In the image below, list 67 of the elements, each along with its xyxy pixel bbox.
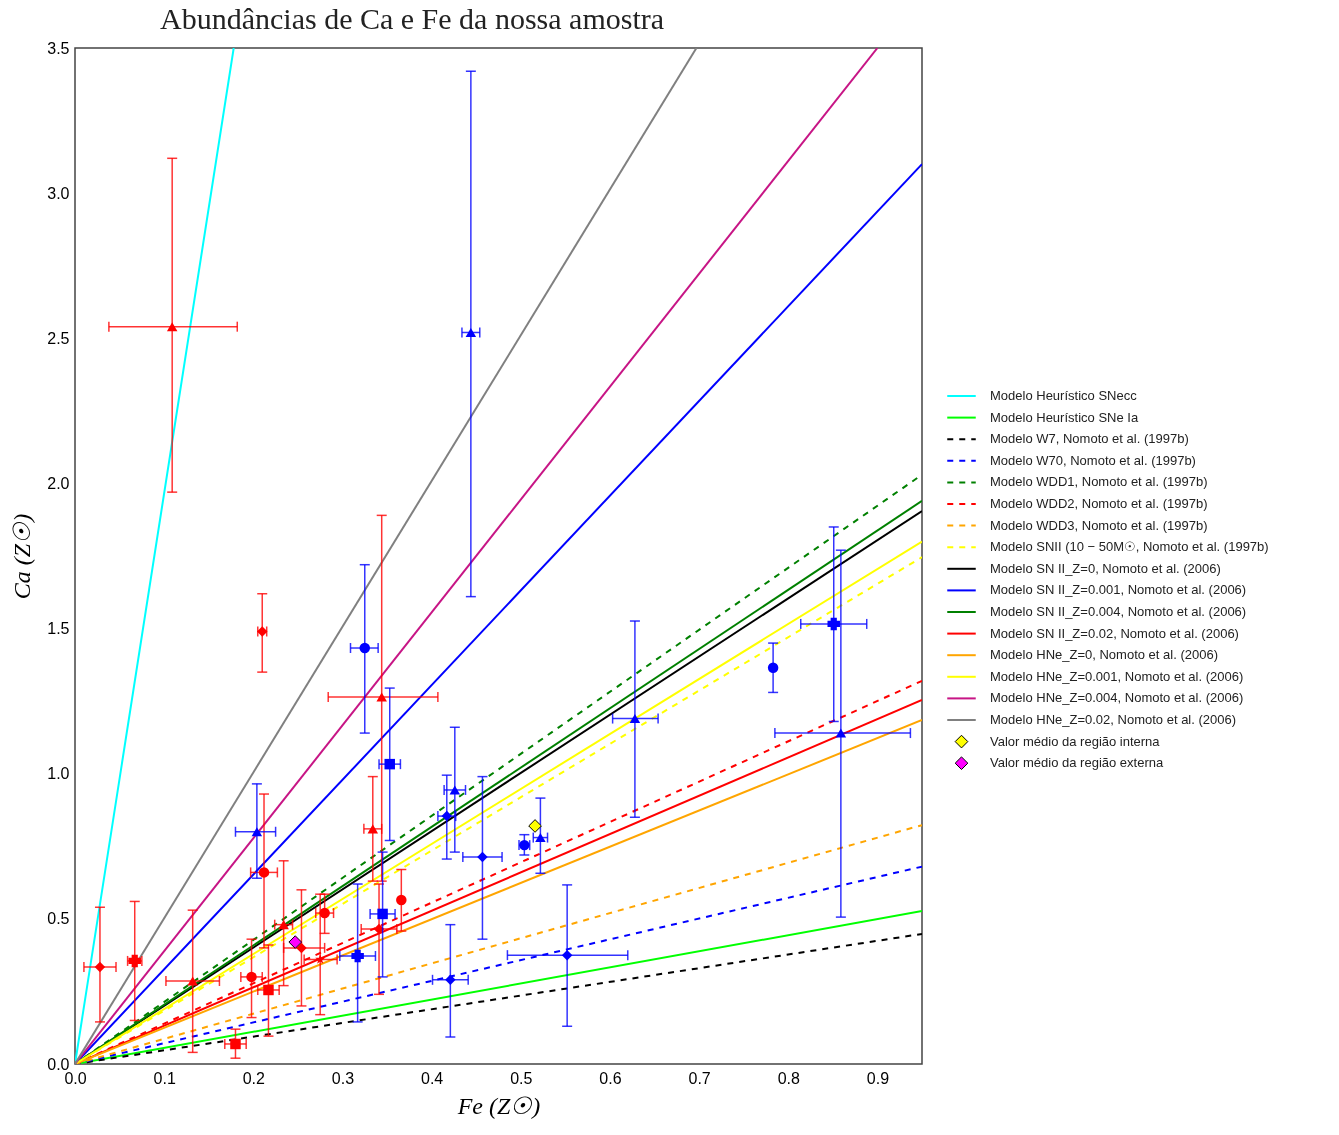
point xyxy=(296,942,307,954)
y-tick-label: 1.5 xyxy=(47,620,70,638)
point xyxy=(166,322,178,332)
y-tick-label: 2.5 xyxy=(47,329,70,347)
legend-label: Modelo WDD2, Nomoto et al. (1997b) xyxy=(990,496,1208,511)
legend-label: Modelo HNe_Z=0.02, Nomoto et al. (2006) xyxy=(990,712,1237,727)
legend-label: Modelo SN II_Z=0.004, Nomoto et al. (2006) xyxy=(990,604,1247,619)
point xyxy=(396,894,407,906)
x-tick-label: 0.1 xyxy=(153,1069,176,1087)
legend-label: Modelo WDD3, Nomoto et al. (1997b) xyxy=(990,517,1208,533)
point xyxy=(230,1038,241,1050)
y-tick-label: 3.5 xyxy=(47,39,70,57)
point xyxy=(629,714,641,724)
legend-label: Valor médio da região externa xyxy=(990,755,1164,771)
legend-label: Modelo Heurístico SNe Ia xyxy=(990,409,1139,425)
x-tick-label: 0.8 xyxy=(777,1069,800,1087)
x-tick-label: 0.3 xyxy=(331,1069,355,1087)
point xyxy=(258,867,270,878)
point xyxy=(187,976,198,986)
point xyxy=(376,692,387,702)
point xyxy=(528,819,542,833)
point xyxy=(445,974,456,986)
legend-label: Modelo SNII (10 − 50M☉, Nomoto et al. (1997b) xyxy=(990,539,1269,555)
point xyxy=(351,949,364,963)
point xyxy=(835,728,847,738)
y-tick-label: 1.0 xyxy=(47,765,70,783)
point xyxy=(377,908,388,920)
point xyxy=(767,662,779,673)
legend-label: Valor médio da região interna xyxy=(990,733,1161,749)
point xyxy=(449,785,461,795)
legend-label: Modelo Heurístico SNecc xyxy=(990,388,1138,403)
point xyxy=(827,617,840,631)
point xyxy=(246,971,257,983)
x-tick-label: 0.6 xyxy=(599,1069,622,1087)
point xyxy=(94,961,106,973)
legend-label: Modelo W7, Nomoto et al. (1997b) xyxy=(990,431,1189,447)
point xyxy=(288,935,303,949)
point xyxy=(441,810,453,822)
x-tick-label: 0.4 xyxy=(421,1069,444,1087)
x-tick-label: 0.2 xyxy=(242,1069,266,1087)
point xyxy=(359,642,371,654)
point xyxy=(251,827,263,837)
x-tick-label: 0.5 xyxy=(510,1069,533,1087)
point xyxy=(263,984,274,996)
point xyxy=(561,949,573,961)
legend-label: Modelo SN II_Z=0, Nomoto et al. (2006) xyxy=(990,560,1221,576)
x-axis-title: Fe (Z☉) xyxy=(456,1092,541,1119)
y-tick-label: 2.0 xyxy=(47,474,70,492)
point xyxy=(315,954,326,964)
point xyxy=(319,907,330,919)
y-axis-title: Ca (Z☉) xyxy=(9,513,36,600)
legend-label: Modelo SN II_Z=0.02, Nomoto et al. (2006) xyxy=(990,625,1239,641)
x-tick-label: 0.7 xyxy=(688,1069,711,1087)
point xyxy=(384,758,395,770)
legend-label: Modelo W70, Nomoto et al. (1997b) xyxy=(990,452,1196,468)
x-tick-label: 0.9 xyxy=(866,1069,890,1087)
y-tick-label: 3.0 xyxy=(47,184,70,202)
legend-label: Modelo HNe_Z=0.001, Nomoto et al. (2006) xyxy=(990,668,1244,684)
legend-label: Modelo WDD1, Nomoto et al. (1997b) xyxy=(990,474,1208,490)
y-tick-label: 0.5 xyxy=(47,910,70,928)
chart-title: Abundâncias de Ca e Fe da nossa amostra xyxy=(160,2,665,36)
legend-label: Modelo HNe_Z=0, Nomoto et al. (2006) xyxy=(990,647,1218,663)
legend-label: Modelo SN II_Z=0.001, Nomoto et al. (2006) xyxy=(990,582,1247,598)
point xyxy=(278,920,289,930)
legend-label: Modelo HNe_Z=0.004, Nomoto et al. (2006) xyxy=(990,690,1244,706)
point xyxy=(465,327,477,338)
point xyxy=(477,851,488,863)
